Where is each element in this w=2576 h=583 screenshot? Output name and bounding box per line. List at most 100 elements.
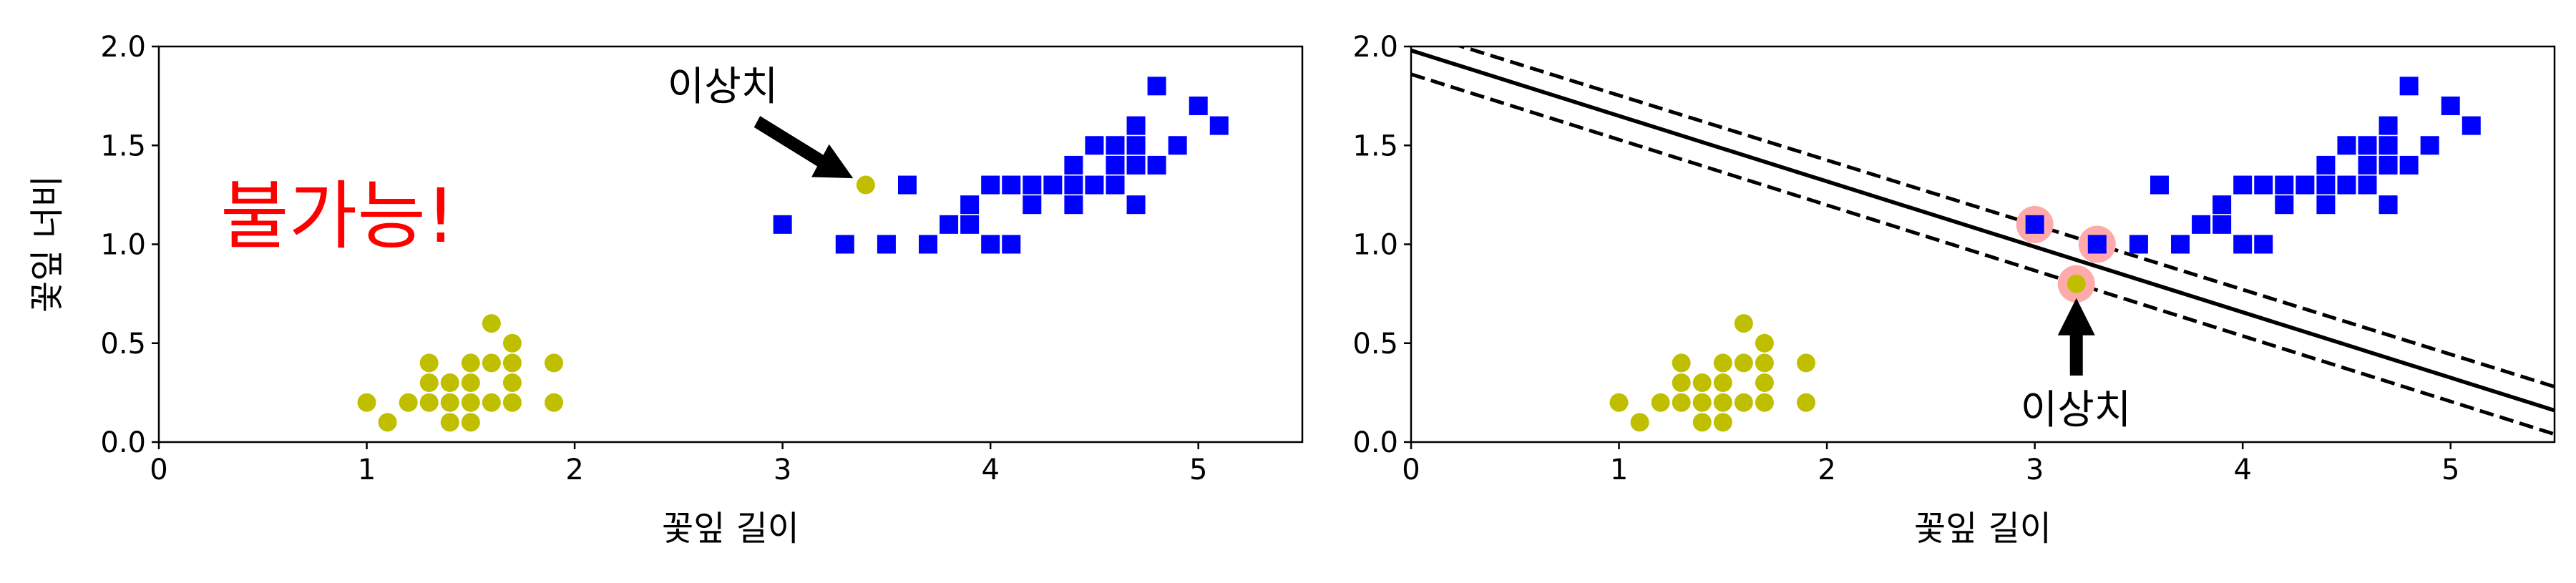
data-point-square: [2233, 175, 2253, 195]
right-x-axis-label: 꽃잎 길이: [1914, 509, 2051, 549]
data-point-square: [2379, 116, 2398, 135]
data-point-square: [1002, 235, 1021, 254]
data-point-circle: [1713, 373, 1732, 393]
data-point-square: [2379, 195, 2398, 215]
data-point-square: [2275, 195, 2294, 215]
data-point-circle: [856, 175, 875, 195]
data-point-square: [2399, 77, 2419, 96]
outlier-arrow: [2057, 298, 2095, 376]
data-point-circle: [1651, 393, 1670, 412]
decision-boundary-line: [1411, 48, 2555, 413]
left-y-axis-label: 꽃잎 너비: [27, 175, 67, 313]
left-plot-annotations: 이상치 불가능!: [220, 64, 854, 260]
left-plot: 0 1 2 3 4 5 0.0 0.5 1.0 1.5 2.0 꽃잎 길이 꽃잎 너비 이상치 불가…: [27, 31, 1304, 549]
data-point-circle: [1692, 373, 1712, 393]
data-point-square: [2358, 175, 2377, 195]
data-point-square: [2254, 175, 2273, 195]
x-tick-label: 2: [565, 454, 583, 486]
right-plot-ticks: 0 1 2 3 4 5 0.0 0.5 1.0 1.5 2.0: [1352, 31, 2459, 486]
data-point-circle: [545, 353, 564, 373]
x-tick-label: 5: [2441, 454, 2459, 486]
data-point-circle: [1713, 393, 1732, 412]
data-point-square: [960, 195, 980, 215]
data-point-circle: [440, 413, 459, 432]
data-point-circle: [357, 393, 376, 412]
data-point-circle: [1797, 393, 1816, 412]
data-point-square: [1085, 175, 1104, 195]
data-point-circle: [419, 373, 439, 393]
data-point-circle: [482, 393, 501, 412]
data-point-square: [1023, 175, 1042, 195]
data-point-circle: [419, 353, 439, 373]
y-tick-label: 1.0: [100, 229, 146, 262]
impossible-annotation-label: 불가능!: [220, 172, 456, 260]
data-point-square: [1064, 175, 1083, 195]
data-point-circle: [399, 393, 418, 412]
data-point-circle: [1755, 393, 1774, 412]
data-point-square: [2379, 155, 2398, 175]
data-point-square: [2316, 155, 2336, 175]
data-point-square: [919, 235, 938, 254]
data-point-circle: [440, 373, 459, 393]
data-point-square: [940, 215, 959, 234]
right-plot-annotations: 이상치: [2021, 298, 2131, 433]
data-point-circle: [440, 393, 459, 412]
data-point-circle: [1755, 373, 1774, 393]
y-tick-label: 1.0: [1352, 229, 1398, 262]
data-point-square: [1126, 136, 1146, 155]
data-point-square: [2171, 235, 2190, 254]
x-tick-label: 1: [1610, 454, 1628, 486]
data-point-square: [1147, 77, 1166, 96]
data-point-square: [981, 235, 1000, 254]
data-point-square: [2212, 215, 2232, 234]
data-point-square: [2337, 136, 2356, 155]
data-point-circle: [502, 393, 522, 412]
data-point-circle: [419, 393, 439, 412]
data-point-square: [835, 235, 854, 254]
data-point-square: [2316, 175, 2336, 195]
data-point-circle: [1734, 353, 1753, 373]
data-point-square: [1043, 175, 1063, 195]
data-point-square: [2275, 175, 2294, 195]
data-point-circle: [1734, 314, 1753, 333]
x-tick-label: 1: [358, 454, 376, 486]
x-tick-label: 3: [774, 454, 791, 486]
data-point-square: [877, 235, 896, 254]
data-point-square: [2025, 215, 2044, 234]
x-tick-label: 0: [1402, 454, 1420, 486]
x-tick-label: 4: [2233, 454, 2251, 486]
data-point-square: [2212, 195, 2232, 215]
x-tick-label: 4: [981, 454, 999, 486]
data-point-circle: [461, 393, 480, 412]
x-tick-label: 0: [150, 454, 167, 486]
data-point-square: [2192, 215, 2211, 234]
y-tick-label: 2.0: [1352, 31, 1398, 64]
left-x-axis-label: 꽃잎 길이: [662, 509, 799, 549]
data-point-circle: [1672, 353, 1691, 373]
data-point-square: [1085, 136, 1104, 155]
data-point-circle: [461, 413, 480, 432]
data-point-square: [1106, 175, 1125, 195]
data-point-square: [960, 215, 980, 234]
data-point-circle: [1692, 393, 1712, 412]
data-point-circle: [502, 373, 522, 393]
data-point-square: [2441, 96, 2460, 115]
data-point-circle: [1734, 393, 1753, 412]
x-tick-label: 5: [1189, 454, 1207, 486]
y-tick-label: 2.0: [100, 31, 146, 64]
data-point-square: [2087, 235, 2107, 254]
data-point-square: [2358, 136, 2377, 155]
data-point-circle: [1755, 333, 1774, 353]
data-point-square: [1126, 195, 1146, 215]
data-point-circle: [1672, 393, 1691, 412]
data-point-circle: [482, 353, 501, 373]
data-point-square: [1209, 116, 1229, 135]
data-point-square: [897, 175, 917, 195]
data-point-circle: [482, 314, 501, 333]
data-point-square: [1168, 136, 1187, 155]
data-point-circle: [1630, 413, 1649, 432]
y-tick-label: 1.5: [1352, 129, 1398, 162]
data-point-square: [2337, 175, 2356, 195]
left-plot-ticks: 0 1 2 3 4 5 0.0 0.5 1.0 1.5 2.0: [100, 31, 1207, 486]
